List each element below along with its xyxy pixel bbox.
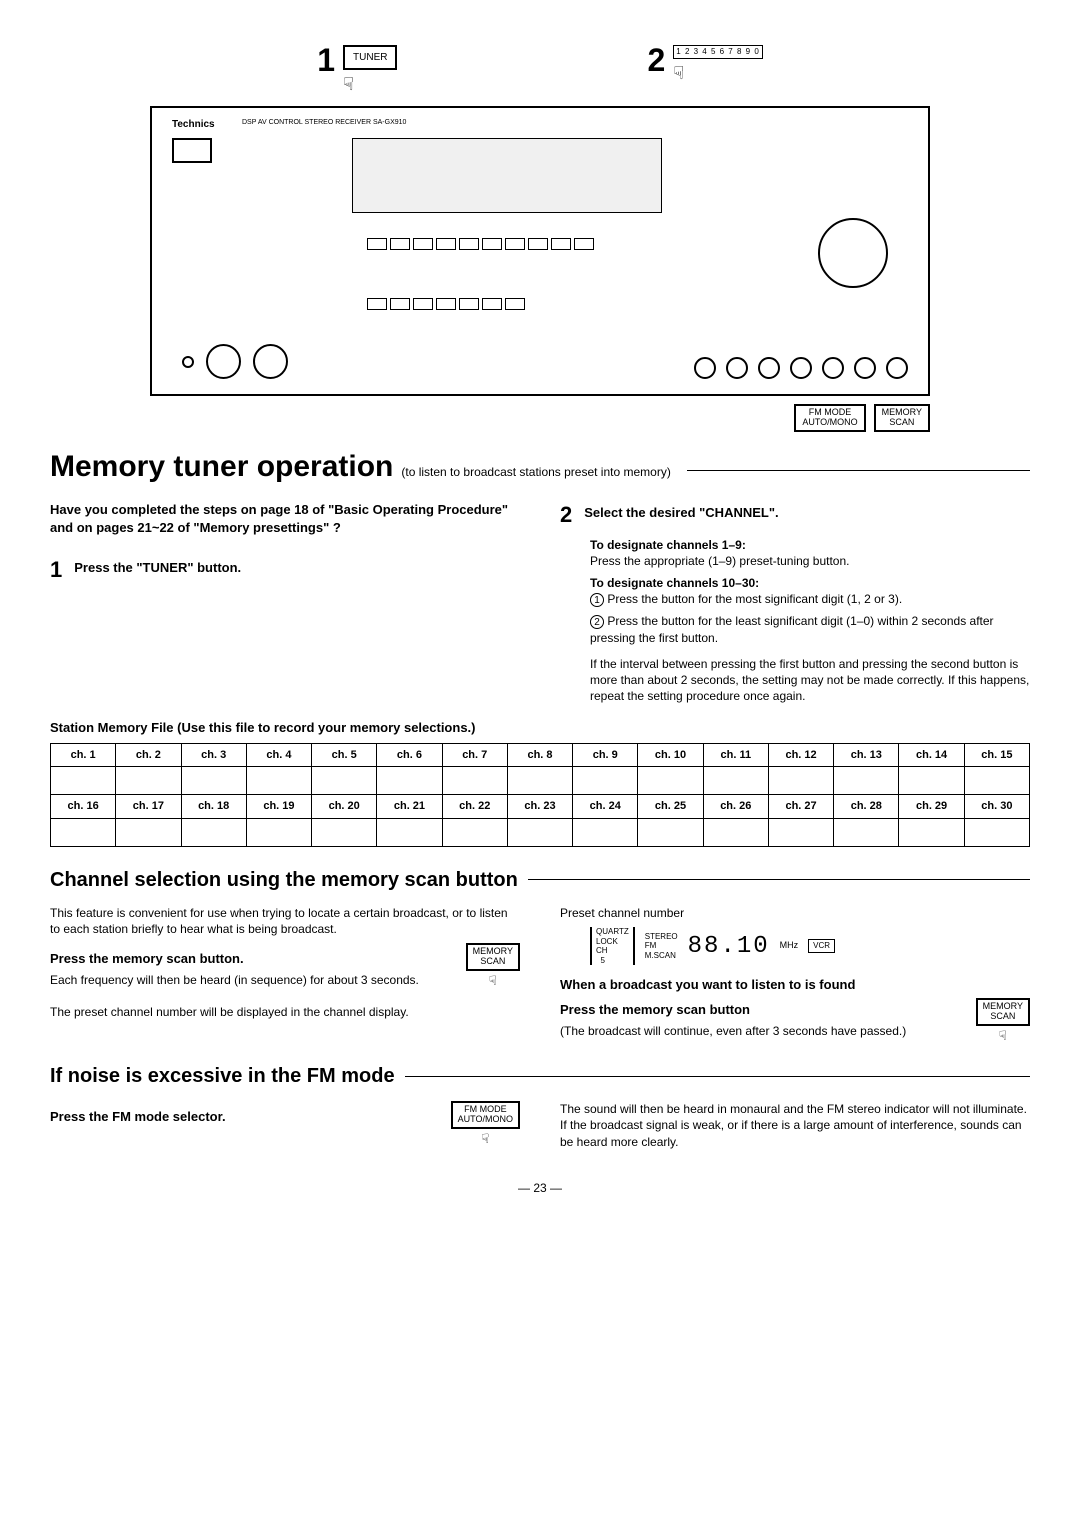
intro-question: Have you completed the steps on page 18 … [50, 501, 520, 537]
callout-2: 2 1 2 3 4 5 6 7 8 9 0 ☟ [647, 40, 762, 96]
step-1: 1 Press the "TUNER" button. [50, 556, 520, 585]
pointer-hand-icon: ☟ [343, 73, 397, 96]
sub2-title: To designate channels 10–30: [590, 576, 1030, 592]
pointer-hand-icon: ☟ [999, 1028, 1007, 1045]
found-row: Press the memory scan button (The broadc… [560, 998, 1030, 1045]
power-button-graphic [172, 138, 212, 163]
memory-scan-box: MEMORY SCAN [874, 404, 930, 432]
callout-2-num: 2 [647, 40, 665, 82]
table-row-empty-2 [51, 818, 1030, 846]
bottom-knobs [182, 344, 288, 379]
mem-line2: SCAN [882, 418, 922, 428]
callout-1-num: 1 [317, 40, 335, 82]
left-col: Have you completed the steps on page 18 … [50, 501, 520, 710]
sub2-item1: 1 Press the button for the most signific… [590, 591, 1030, 607]
display-left: QUARTZLOCKCH 5 [596, 927, 629, 965]
section2-title-row: Channel selection using the memory scan … [50, 867, 1030, 893]
button-row-2 [367, 298, 525, 310]
page-subtitle: (to listen to broadcast stations preset … [401, 465, 670, 481]
preset-label: Preset channel number [560, 905, 1030, 921]
fm-mode-icon: FM MODE AUTO/MONO ☟ [451, 1101, 520, 1148]
section2-intro: This feature is convenient for use when … [50, 905, 520, 937]
top-diagram: 1 TUNER ☟ 2 1 2 3 4 5 6 7 8 9 0 ☟ Techni… [50, 40, 1030, 432]
section3-press: Press the FM mode selector. [50, 1109, 431, 1126]
memory-scan-icon: MEMORY SCAN ☟ [466, 943, 520, 990]
pointer-hand-icon: ☟ [481, 1131, 489, 1148]
section2-left: This feature is convenient for use when … [50, 905, 520, 1046]
table-caption: Station Memory File (Use this file to re… [50, 720, 1030, 737]
found-body: (The broadcast will continue, even after… [560, 1023, 956, 1039]
section2-right: Preset channel number QUARTZLOCKCH 5 STE… [560, 905, 1030, 1046]
display-freq: 88.10 [688, 931, 770, 962]
memory-table: ch. 1ch. 2ch. 3ch. 4ch. 5ch. 6ch. 7ch. 8… [50, 743, 1030, 847]
press-scan-body2: The preset channel number will be displa… [50, 1004, 520, 1020]
callout-2-box-wrap: 1 2 3 4 5 6 7 8 9 0 ☟ [673, 40, 763, 86]
h2-rule [405, 1076, 1030, 1077]
step-2: 2 Select the desired "CHANNEL". [560, 501, 1030, 530]
step-2-body: To designate channels 1–9: Press the app… [590, 538, 1030, 705]
display-vcr: VCR [808, 939, 835, 953]
step-2-title: Select the desired "CHANNEL". [584, 505, 778, 530]
display-panel: QUARTZLOCKCH 5 STEREO FM M.SCAN 88.10 MH… [590, 927, 1030, 965]
callout-1-label: TUNER [343, 45, 397, 70]
table-row-header-1: ch. 1ch. 2ch. 3ch. 4ch. 5ch. 6ch. 7ch. 8… [51, 744, 1030, 767]
step-1-title: Press the "TUNER" button. [74, 560, 241, 585]
found-title: When a broadcast you want to listen to i… [560, 977, 1030, 994]
section3-body: The sound will then be heard in monaural… [560, 1101, 1030, 1150]
receiver-display-graphic [352, 138, 662, 213]
press-scan-title: Press the memory scan button. [50, 951, 446, 968]
found-press: Press the memory scan button [560, 1002, 956, 1019]
receiver-model: DSP AV CONTROL STEREO RECEIVER SA-GX910 [242, 118, 406, 127]
h2-rule [528, 879, 1030, 880]
fm-mode-line2: AUTO/MONO [802, 418, 857, 428]
fm-mode-box: FM MODE AUTO/MONO [794, 404, 865, 432]
main-title-row: Memory tuner operation (to listen to bro… [50, 447, 1030, 486]
receiver-brand: Technics [172, 118, 215, 131]
page-number: — 23 — [50, 1181, 1030, 1197]
callout-2-strip: 1 2 3 4 5 6 7 8 9 0 [673, 45, 763, 59]
page-title: Memory tuner operation [50, 447, 393, 486]
callouts-row: 1 TUNER ☟ 2 1 2 3 4 5 6 7 8 9 0 ☟ [317, 40, 763, 96]
step-1-num: 1 [50, 556, 62, 585]
step-2-note: If the interval between pressing the fir… [590, 656, 1030, 705]
mode-buttons-row: FM MODE AUTO/MONO MEMORY SCAN [150, 404, 930, 432]
sub2-item2: 2 Press the button for the least signifi… [590, 613, 1030, 645]
section3-title-row: If noise is excessive in the FM mode [50, 1063, 1030, 1089]
press-scan-body1: Each frequency will then be heard (in se… [50, 972, 446, 988]
sub1-body: Press the appropriate (1–9) preset-tunin… [590, 553, 1030, 569]
step-2-num: 2 [560, 501, 572, 530]
section2-title: Channel selection using the memory scan … [50, 867, 518, 893]
callout-1: 1 TUNER ☟ [317, 40, 397, 96]
right-knobs [694, 357, 908, 379]
table-row-empty-1 [51, 767, 1030, 795]
title-rule [687, 470, 1030, 471]
display-indicators: STEREO FM M.SCAN [645, 932, 678, 961]
section3-title: If noise is excessive in the FM mode [50, 1063, 395, 1089]
callout-1-box-wrap: TUNER ☟ [343, 40, 397, 96]
volume-knob-graphic [818, 218, 888, 288]
pointer-hand-icon: ☟ [673, 62, 763, 85]
table-row-header-2: ch. 16ch. 17ch. 18ch. 19ch. 20ch. 21ch. … [51, 795, 1030, 818]
steps-two-col: Have you completed the steps on page 18 … [50, 501, 1030, 710]
section3-two-col: Press the FM mode selector. FM MODE AUTO… [50, 1101, 1030, 1156]
section3-right: The sound will then be heard in monaural… [560, 1101, 1030, 1156]
button-row-1 [367, 238, 594, 250]
section2-two-col: This feature is convenient for use when … [50, 905, 1030, 1046]
memory-scan-icon-2: MEMORY SCAN ☟ [976, 998, 1030, 1045]
press-scan-row: Press the memory scan button. Each frequ… [50, 943, 520, 994]
sub1-title: To designate channels 1–9: [590, 538, 1030, 554]
section3-left: Press the FM mode selector. FM MODE AUTO… [50, 1101, 520, 1156]
receiver-illustration: Technics DSP AV CONTROL STEREO RECEIVER … [150, 106, 930, 396]
right-col: 2 Select the desired "CHANNEL". To desig… [560, 501, 1030, 710]
pointer-hand-icon: ☟ [489, 973, 497, 990]
display-unit: MHz [780, 940, 799, 952]
